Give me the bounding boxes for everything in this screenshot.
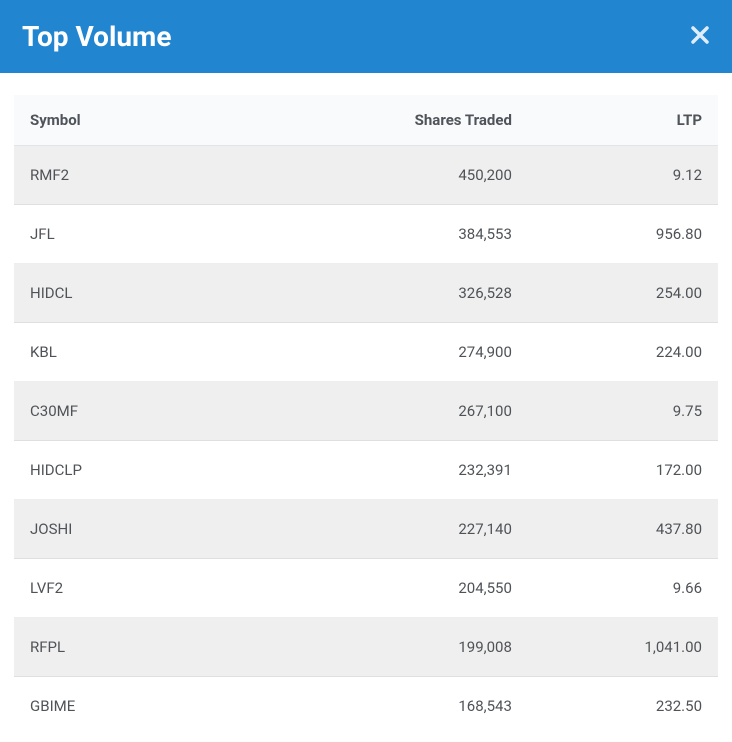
cell-symbol: GBIME [14,677,296,736]
cell-symbol: JFL [14,205,296,264]
cell-symbol: HIDCLP [14,441,296,500]
top-volume-modal: Top Volume Symbol Shares Traded LTP RMF2… [0,0,732,735]
cell-symbol: HIDCL [14,264,296,323]
cell-ltp: 437.80 [528,500,718,559]
table-row[interactable]: JOSHI227,140437.80 [14,500,718,559]
modal-title: Top Volume [22,20,171,53]
cell-ltp: 224.00 [528,323,718,382]
cell-symbol: JOSHI [14,500,296,559]
table-header-row: Symbol Shares Traded LTP [14,95,718,146]
table-row[interactable]: HIDCLP232,391172.00 [14,441,718,500]
top-volume-table: Symbol Shares Traded LTP RMF2450,2009.12… [14,95,718,735]
cell-ltp: 254.00 [528,264,718,323]
table-row[interactable]: HIDCL326,528254.00 [14,264,718,323]
cell-shares-traded: 204,550 [296,559,528,618]
cell-shares-traded: 450,200 [296,146,528,205]
table-row[interactable]: RFPL199,0081,041.00 [14,618,718,677]
cell-ltp: 956.80 [528,205,718,264]
cell-ltp: 1,041.00 [528,618,718,677]
column-header-ltp[interactable]: LTP [528,95,718,146]
cell-shares-traded: 384,553 [296,205,528,264]
cell-shares-traded: 274,900 [296,323,528,382]
column-header-symbol[interactable]: Symbol [14,95,296,146]
cell-symbol: KBL [14,323,296,382]
close-icon[interactable] [690,24,710,50]
column-header-shares-traded[interactable]: Shares Traded [296,95,528,146]
cell-symbol: RFPL [14,618,296,677]
table-row[interactable]: KBL274,900224.00 [14,323,718,382]
modal-body: Symbol Shares Traded LTP RMF2450,2009.12… [0,73,732,735]
cell-ltp: 172.00 [528,441,718,500]
cell-shares-traded: 168,543 [296,677,528,736]
cell-shares-traded: 199,008 [296,618,528,677]
cell-symbol: RMF2 [14,146,296,205]
cell-ltp: 232.50 [528,677,718,736]
table-row[interactable]: C30MF267,1009.75 [14,382,718,441]
table-row[interactable]: LVF2204,5509.66 [14,559,718,618]
cell-ltp: 9.12 [528,146,718,205]
table-row[interactable]: JFL384,553956.80 [14,205,718,264]
cell-shares-traded: 232,391 [296,441,528,500]
cell-ltp: 9.75 [528,382,718,441]
cell-symbol: C30MF [14,382,296,441]
table-row[interactable]: RMF2450,2009.12 [14,146,718,205]
cell-shares-traded: 267,100 [296,382,528,441]
modal-header: Top Volume [0,0,732,73]
cell-symbol: LVF2 [14,559,296,618]
cell-shares-traded: 227,140 [296,500,528,559]
cell-ltp: 9.66 [528,559,718,618]
cell-shares-traded: 326,528 [296,264,528,323]
table-row[interactable]: GBIME168,543232.50 [14,677,718,736]
